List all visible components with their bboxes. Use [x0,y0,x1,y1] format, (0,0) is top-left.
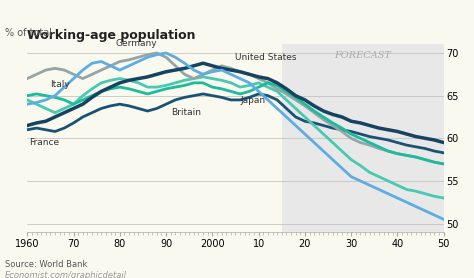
Text: United States: United States [236,53,297,61]
Bar [282,44,444,232]
Text: % of total: % of total [5,28,52,38]
Text: Britain: Britain [171,108,201,116]
Text: Economist.com/graphicdetail: Economist.com/graphicdetail [5,271,127,278]
Text: FORECAST: FORECAST [334,51,391,60]
Text: France: France [29,138,60,147]
Text: Source: World Bank: Source: World Bank [5,260,87,269]
Text: Working-age population: Working-age population [27,29,196,42]
Text: Germany: Germany [115,39,157,48]
Text: Japan: Japan [240,96,265,105]
Text: Italy: Italy [50,80,70,89]
